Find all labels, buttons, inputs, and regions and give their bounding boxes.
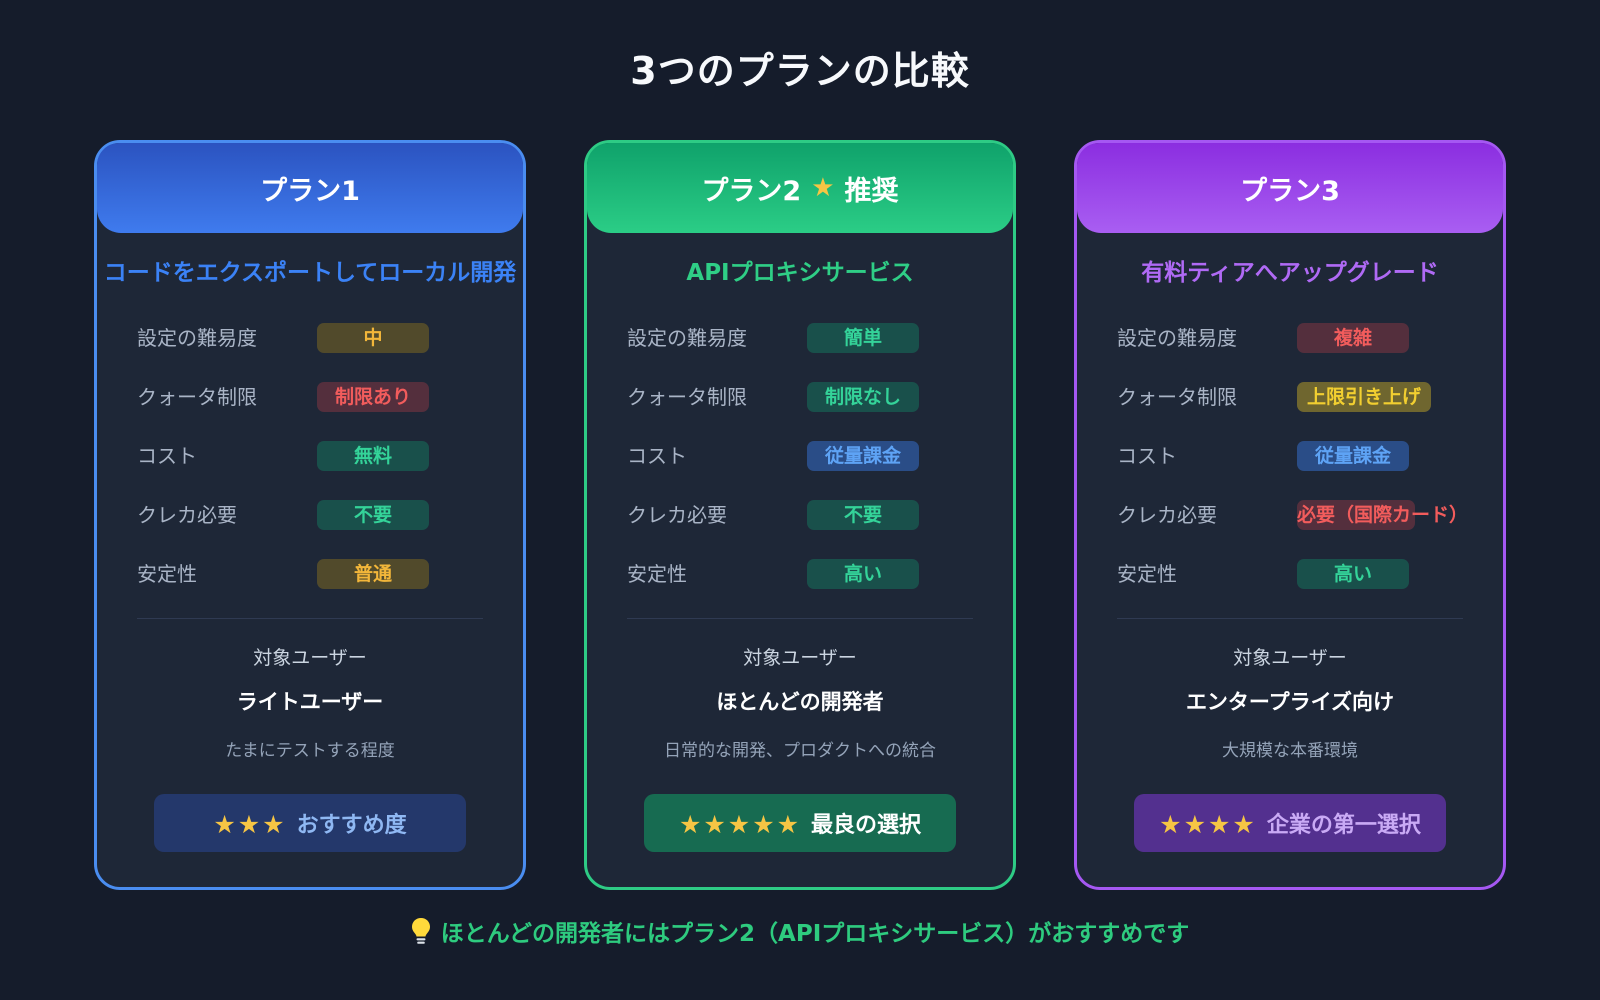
feature-row: クォータ制限 上限引き上げ <box>1117 382 1463 412</box>
feature-row: クレカ必要 不要 <box>627 500 973 530</box>
feature-row: 設定の難易度 中 <box>137 323 483 353</box>
target-users-description: 日常的な開発、プロダクトへの統合 <box>664 741 936 761</box>
plan2-header: プラン2 ★ 推奨 <box>587 143 1013 233</box>
row-label: 安定性 <box>137 562 197 586</box>
feature-row: コスト 無料 <box>137 441 483 471</box>
row-label: 安定性 <box>1117 562 1177 586</box>
plan1-rating-badge[interactable]: ★★★ おすすめ度 <box>154 794 466 852</box>
row-label: クォータ制限 <box>137 385 257 409</box>
value-badge: 無料 <box>317 441 429 471</box>
plan-cards-container: プラン1 コードをエクスポートしてローカル開発 設定の難易度 中 クォータ制限 … <box>0 140 1600 890</box>
feature-row: クォータ制限 制限あり <box>137 382 483 412</box>
row-label: クレカ必要 <box>1117 503 1217 527</box>
target-users-description: たまにテストする程度 <box>225 741 395 761</box>
row-label: 設定の難易度 <box>627 326 747 350</box>
row-label: クレカ必要 <box>627 503 727 527</box>
star-rating-icons: ★★★ <box>213 809 287 839</box>
target-users-name: エンタープライズ向け <box>1185 690 1395 714</box>
value-badge: 上限引き上げ <box>1297 382 1432 412</box>
plan2-subtitle: APIプロキシサービス <box>686 260 914 286</box>
value-badge: 不要 <box>807 500 919 530</box>
plan2-card: プラン2 ★ 推奨 APIプロキシサービス 設定の難易度 簡単 クォータ制限 制… <box>584 140 1016 890</box>
feature-row: クォータ制限 制限なし <box>627 382 973 412</box>
feature-row: コスト 従量課金 <box>627 441 973 471</box>
feature-row: クレカ必要 不要 <box>137 500 483 530</box>
plan2-feature-rows: 設定の難易度 簡単 クォータ制限 制限なし コスト 従量課金 クレカ必要 不要 … <box>627 323 973 618</box>
recommendation-footer: ほとんどの開発者にはプラン2（APIプロキシサービス）がおすすめです <box>0 914 1600 948</box>
plan1-header: プラン1 <box>97 143 523 233</box>
value-badge: 制限なし <box>807 382 919 412</box>
plan1-subtitle: コードをエクスポートしてローカル開発 <box>103 260 517 286</box>
value-badge: 不要 <box>317 500 429 530</box>
recommendation-text: ほとんどの開発者にはプラン2（APIプロキシサービス）がおすすめです <box>440 921 1190 947</box>
value-badge: 従量課金 <box>807 441 919 471</box>
plan3-title: プラン3 <box>1240 175 1340 207</box>
feature-row: クレカ必要 必要（国際カード） <box>1117 500 1468 530</box>
target-users-name: ライトユーザー <box>236 690 384 714</box>
value-badge: 中 <box>317 323 429 353</box>
star-icon: ★ <box>811 173 835 203</box>
target-users-label: 対象ユーザー <box>1233 647 1347 669</box>
plan1-card: プラン1 コードをエクスポートしてローカル開発 設定の難易度 中 クォータ制限 … <box>94 140 526 890</box>
plan3-feature-rows: 設定の難易度 複雑 クォータ制限 上限引き上げ コスト 従量課金 クレカ必要 必… <box>1117 323 1468 618</box>
value-badge: 従量課金 <box>1297 441 1409 471</box>
row-label: クォータ制限 <box>1117 385 1237 409</box>
page-title: 3つのプランの比較 <box>630 49 970 93</box>
row-label: 設定の難易度 <box>137 326 257 350</box>
plan2-title: プラン2 <box>701 175 802 207</box>
feature-row: 設定の難易度 簡単 <box>627 323 973 353</box>
value-badge: 複雑 <box>1297 323 1409 353</box>
feature-row: 安定性 普通 <box>137 559 483 589</box>
row-label: 設定の難易度 <box>1117 326 1237 350</box>
target-users-description: 大規模な本番環境 <box>1222 741 1358 761</box>
plan3-header: プラン3 <box>1077 143 1503 233</box>
row-label: コスト <box>137 444 197 468</box>
row-label: クォータ制限 <box>627 385 747 409</box>
plan1-feature-rows: 設定の難易度 中 クォータ制限 制限あり コスト 無料 クレカ必要 不要 安定性 <box>137 323 483 618</box>
target-users-name: ほとんどの開発者 <box>716 690 884 714</box>
feature-row: コスト 従量課金 <box>1117 441 1463 471</box>
target-users-label: 対象ユーザー <box>743 647 857 669</box>
divider <box>1117 618 1463 619</box>
row-label: 安定性 <box>627 562 687 586</box>
plan2-rating-badge[interactable]: ★★★★★ 最良の選択 <box>644 794 956 852</box>
value-badge: 高い <box>807 559 919 589</box>
value-badge: 高い <box>1297 559 1409 589</box>
feature-row: 安定性 高い <box>1117 559 1463 589</box>
value-badge: 必要（国際カード） <box>1297 500 1468 530</box>
value-badge: 制限あり <box>317 382 429 412</box>
plan1-title: プラン1 <box>260 175 360 207</box>
star-rating-icons: ★★★★ <box>1159 809 1257 839</box>
divider <box>137 618 483 619</box>
value-badge: 簡単 <box>807 323 919 353</box>
row-label: コスト <box>627 444 687 468</box>
plan3-subtitle: 有料ティアへアップグレード <box>1141 260 1439 286</box>
target-users-label: 対象ユーザー <box>253 647 367 669</box>
divider <box>627 618 973 619</box>
plan2-header-suffix: 推奨 <box>844 175 899 207</box>
value-badge: 普通 <box>317 559 429 589</box>
rating-badge-label: おすすめ度 <box>296 813 407 838</box>
feature-row: 安定性 高い <box>627 559 973 589</box>
plan3-rating-badge[interactable]: ★★★★ 企業の第一選択 <box>1134 794 1446 852</box>
feature-row: 設定の難易度 複雑 <box>1117 323 1463 353</box>
star-rating-icons: ★★★★★ <box>678 809 802 839</box>
rating-badge-label: 企業の第一選択 <box>1266 813 1421 838</box>
row-label: コスト <box>1117 444 1177 468</box>
row-label: クレカ必要 <box>137 503 237 527</box>
rating-badge-label: 最良の選択 <box>811 813 922 838</box>
lightbulb-icon <box>411 917 431 945</box>
plan3-card: プラン3 有料ティアへアップグレード 設定の難易度 複雑 クォータ制限 上限引き… <box>1074 140 1506 890</box>
